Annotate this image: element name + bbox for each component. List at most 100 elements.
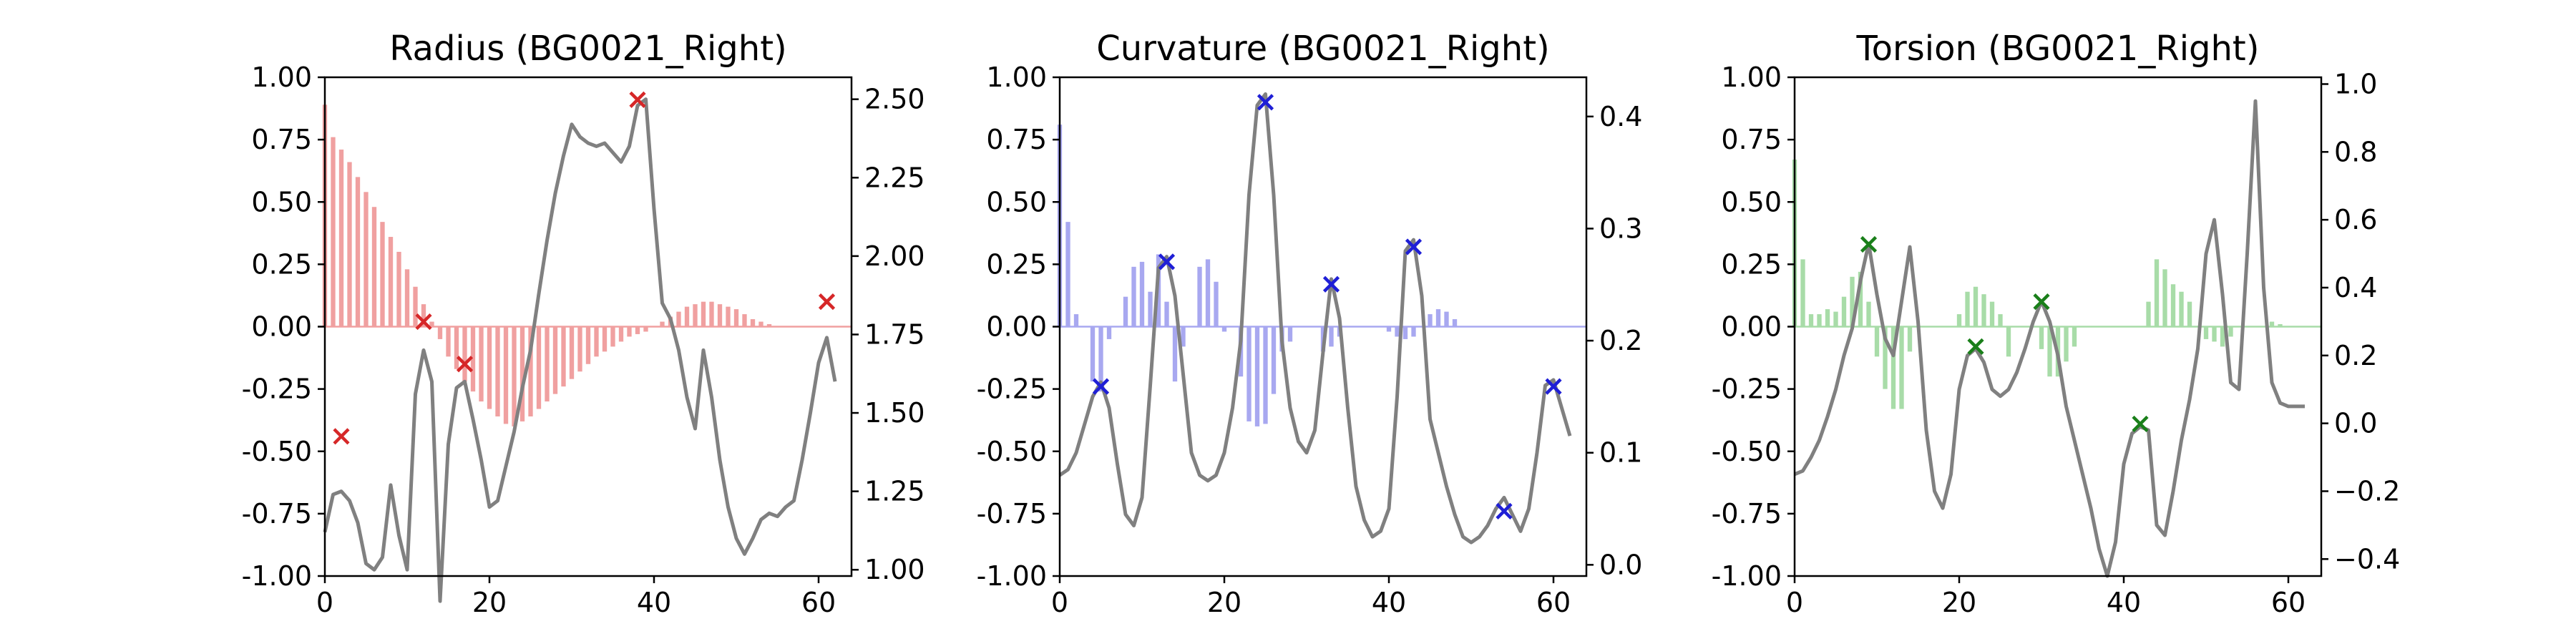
bar [1395,326,1400,337]
y2-tick-label: 0.8 [2334,136,2377,167]
y-tick-label: 1.00 [1721,62,1782,93]
peak-marker [629,91,646,108]
y2-tick-label: 0.1 [1599,437,1642,469]
bar [2154,259,2160,327]
y-tick-label: 0.25 [986,248,1047,280]
y-tick-label: -1.00 [977,560,1047,592]
bar [1254,326,1260,426]
bar [503,326,509,424]
secondary-y-axis: 1.00 1.25 1.50 1.75 2.00 2.25 2.50 [852,84,925,585]
x-axis: 0 20 40 60 [316,576,836,618]
bar [1435,309,1441,327]
y-axis: -1.00 -0.75 -0.50 -0.25 0.00 0.25 0.50 0.75 1.00 [242,62,325,592]
bar [1981,294,1986,327]
bar [561,326,566,387]
bar [1139,261,1145,327]
series-line [323,97,837,603]
bar-group [1057,125,1573,426]
x-tick-label: 40 [637,587,671,618]
bar [1444,311,1449,327]
bar [2039,326,2044,349]
peak-marker [1257,94,1274,111]
bar [2203,326,2209,339]
y2-tick-label: 2.25 [864,162,925,193]
bar [404,269,410,327]
bar [2269,321,2275,327]
chart-title: Torsion (BG0021_Right) [1856,29,2260,69]
bar [429,321,434,327]
bar [1098,326,1103,392]
series-line [1058,92,1572,545]
bar [701,301,706,327]
bar [495,326,500,416]
bar [1817,314,1822,327]
bar [602,326,608,352]
y2-tick-label: 0.0 [1599,549,1642,580]
x-tick-label: 20 [472,587,507,618]
y-tick-label: -1.00 [1712,560,1782,592]
y2-tick-label: 1.00 [864,554,925,585]
y-tick-label: 0.75 [1721,124,1782,155]
y-tick-label: -0.75 [242,498,312,530]
bar [1866,301,1871,327]
y-tick-label: -0.50 [977,436,1047,467]
bar [2064,326,2069,362]
bar [437,326,443,339]
bar [1164,301,1169,327]
bar [1131,266,1136,327]
y2-tick-label: 1.75 [864,318,925,350]
y2-tick-label: 0.6 [2334,204,2377,235]
bar [1148,291,1153,327]
y-tick-label: -0.25 [1712,374,1782,405]
y2-tick-label: 1.25 [864,476,925,507]
peak-marker [456,356,474,373]
bar [512,326,517,426]
bar [742,314,747,327]
peak-marker [1860,235,1878,253]
y-tick-label: -0.50 [1712,436,1782,467]
bar [758,321,763,327]
y-tick-label: 0.75 [251,124,312,155]
bar [2228,326,2233,337]
bar [585,326,591,364]
y-tick-label: 0.00 [251,311,312,343]
bar [1271,326,1277,394]
peak-marker [1545,378,1562,395]
bar [446,326,451,357]
bar [388,237,394,327]
bar [1841,296,1847,327]
line-series [323,97,837,603]
bar [1263,326,1268,424]
subplot-torsion: Torsion (BG0021_Right) 0 20 40 60 -1.00 -0.7… [1712,29,2401,618]
y-tick-label: -0.50 [242,436,312,467]
peak-marker [1158,253,1176,270]
bar [1411,326,1416,337]
bar [1825,309,1830,327]
bar [1205,259,1211,327]
bar [627,326,632,337]
bar [552,326,558,394]
bar [1907,326,1913,352]
y2-tick-label: −0.2 [2334,475,2400,507]
y-axis: -1.00 -0.75 -0.50 -0.25 0.00 0.25 0.50 0.75 1.00 [1712,62,1795,592]
x-tick-label: 20 [1942,587,1976,618]
bar [2212,326,2217,342]
bar [1965,291,1970,327]
y2-tick-label: 0.4 [1599,101,1642,132]
bar [1874,326,1880,357]
y-tick-label: 0.75 [986,124,1047,155]
x-tick-label: 60 [1536,587,1571,618]
bar [676,311,681,327]
y2-tick-label: 0.0 [2334,408,2377,439]
bar [519,326,525,421]
bar [693,304,698,327]
x-axis: 0 20 40 60 [1051,576,1571,618]
y-tick-label: 0.00 [986,311,1047,343]
x-tick-label: 0 [1051,587,1068,618]
bar [1800,259,1805,327]
bar [380,222,385,327]
bar [1197,266,1202,327]
y2-tick-label: 2.50 [864,84,925,115]
bar [2187,301,2192,327]
bar [2179,291,2184,327]
